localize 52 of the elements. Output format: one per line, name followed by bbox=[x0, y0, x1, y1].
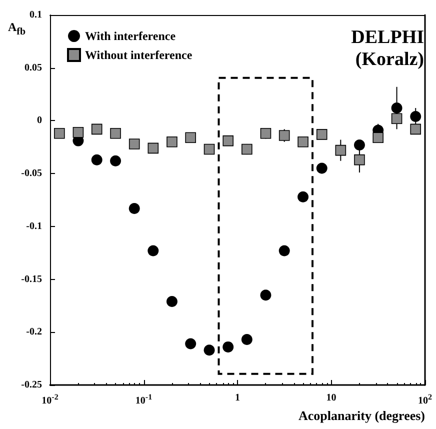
point bbox=[278, 130, 290, 141]
y-tick-label: -0.1 bbox=[26, 220, 42, 232]
legend-label: Without interference bbox=[85, 48, 193, 62]
point bbox=[242, 144, 252, 155]
point bbox=[278, 245, 290, 256]
point bbox=[241, 334, 252, 346]
point bbox=[204, 144, 215, 155]
point bbox=[410, 124, 422, 135]
y-axis-title: A$_{fb}$ bbox=[8, 20, 26, 38]
y-tick-label: -0.25 bbox=[21, 380, 42, 390]
point bbox=[204, 344, 215, 356]
y-tick-label: 0.1 bbox=[30, 10, 42, 20]
point bbox=[316, 162, 328, 174]
point bbox=[166, 296, 178, 307]
point bbox=[372, 132, 384, 144]
point bbox=[410, 110, 422, 122]
annotation: (Koralz) bbox=[355, 49, 424, 70]
point bbox=[391, 113, 402, 124]
x-tick-label: 10 bbox=[326, 392, 336, 404]
point bbox=[260, 290, 272, 301]
point bbox=[222, 341, 234, 352]
point bbox=[166, 136, 178, 148]
point bbox=[354, 140, 365, 151]
point bbox=[298, 136, 308, 148]
point bbox=[354, 154, 365, 166]
point bbox=[298, 191, 309, 202]
x-tick-label: 1 bbox=[235, 392, 240, 404]
point bbox=[335, 144, 346, 156]
y-tick-label: 0 bbox=[37, 115, 42, 126]
point bbox=[128, 138, 140, 150]
point bbox=[128, 202, 140, 214]
point bbox=[391, 102, 402, 114]
y-tick-label: -0.15 bbox=[21, 274, 42, 285]
point bbox=[260, 128, 272, 139]
legend-label: With interference bbox=[85, 29, 176, 43]
x-axis-title: Acoplanarity (degrees) bbox=[298, 408, 425, 423]
point bbox=[148, 142, 159, 154]
point bbox=[110, 155, 122, 166]
point bbox=[110, 128, 121, 139]
point bbox=[316, 129, 328, 140]
point bbox=[72, 126, 84, 138]
point bbox=[91, 154, 102, 166]
point bbox=[185, 338, 196, 350]
point bbox=[148, 245, 159, 256]
y-tick-label: -0.2 bbox=[26, 326, 42, 338]
y-tick-label: -0.05 bbox=[21, 168, 42, 180]
point bbox=[91, 124, 102, 135]
point bbox=[185, 132, 196, 144]
point bbox=[222, 135, 234, 146]
point bbox=[54, 128, 65, 139]
annotation: DELPHI bbox=[351, 27, 424, 48]
y-tick-label: 0.05 bbox=[24, 62, 42, 74]
